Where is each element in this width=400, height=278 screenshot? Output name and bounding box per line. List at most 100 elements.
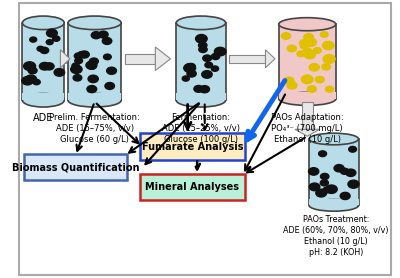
Circle shape: [37, 46, 44, 51]
Bar: [22, 93, 64, 100]
Circle shape: [322, 41, 334, 50]
Circle shape: [24, 62, 36, 71]
Circle shape: [52, 36, 60, 41]
Circle shape: [284, 77, 294, 84]
Circle shape: [28, 67, 37, 74]
Circle shape: [348, 180, 359, 188]
Circle shape: [346, 169, 356, 177]
FancyBboxPatch shape: [140, 133, 244, 160]
Circle shape: [187, 70, 196, 77]
Ellipse shape: [22, 93, 64, 107]
Circle shape: [80, 51, 89, 58]
Circle shape: [319, 151, 326, 157]
Circle shape: [205, 62, 212, 68]
Ellipse shape: [279, 92, 336, 105]
Ellipse shape: [68, 93, 121, 107]
Circle shape: [104, 54, 111, 60]
FancyBboxPatch shape: [19, 3, 391, 275]
Circle shape: [322, 64, 330, 70]
Circle shape: [309, 183, 320, 191]
Circle shape: [200, 86, 210, 93]
Circle shape: [313, 48, 321, 53]
Circle shape: [75, 58, 82, 64]
Polygon shape: [295, 129, 320, 136]
Circle shape: [315, 76, 324, 83]
Text: Fumarate Analysis: Fumarate Analysis: [142, 142, 243, 152]
Circle shape: [187, 63, 195, 70]
Circle shape: [182, 76, 189, 81]
Bar: [230, 55, 266, 63]
Circle shape: [198, 42, 207, 48]
Bar: [309, 199, 358, 205]
Circle shape: [214, 47, 226, 56]
Circle shape: [334, 165, 344, 172]
Circle shape: [73, 75, 82, 81]
Ellipse shape: [279, 18, 336, 31]
Circle shape: [40, 47, 49, 53]
Circle shape: [46, 39, 53, 45]
Bar: [176, 23, 226, 100]
Circle shape: [196, 34, 207, 43]
Circle shape: [30, 37, 37, 42]
Ellipse shape: [309, 200, 358, 211]
Text: Prelim. Fermentation:
ADE (15–75%, v/v)
Glucose (60 g/L): Prelim. Fermentation: ADE (15–75%, v/v) …: [49, 113, 140, 144]
Text: Biomass Quantification: Biomass Quantification: [12, 162, 139, 172]
Circle shape: [304, 51, 313, 57]
Circle shape: [316, 189, 326, 197]
Text: PAOs Adaptation:
PO₄³⁻ (700 mg/L)
Ethanol (10 g/L): PAOs Adaptation: PO₄³⁻ (700 mg/L) Ethano…: [271, 113, 344, 144]
Circle shape: [309, 64, 319, 71]
Circle shape: [211, 66, 218, 71]
Circle shape: [98, 31, 108, 38]
Circle shape: [203, 55, 212, 61]
Circle shape: [349, 147, 356, 152]
Circle shape: [22, 76, 33, 85]
Circle shape: [304, 34, 313, 41]
FancyBboxPatch shape: [140, 173, 244, 200]
Ellipse shape: [68, 16, 121, 29]
Circle shape: [90, 58, 98, 64]
Circle shape: [326, 86, 334, 92]
Bar: [279, 24, 336, 99]
Circle shape: [308, 168, 319, 175]
Circle shape: [303, 48, 312, 54]
Circle shape: [78, 51, 86, 58]
Circle shape: [305, 38, 316, 46]
Bar: [60, 55, 66, 63]
Polygon shape: [266, 50, 275, 68]
Text: Fermentation:
ADE (15–25%, v/v)
Glucose (100 g/L): Fermentation: ADE (15–25%, v/v) Glucose …: [162, 113, 240, 144]
Polygon shape: [155, 47, 170, 71]
Ellipse shape: [176, 93, 226, 107]
Circle shape: [300, 43, 308, 49]
Circle shape: [323, 187, 331, 193]
Ellipse shape: [309, 133, 358, 145]
Circle shape: [88, 75, 98, 83]
Bar: [176, 93, 226, 100]
Circle shape: [54, 69, 65, 76]
Bar: [125, 54, 155, 64]
Circle shape: [300, 40, 309, 46]
Circle shape: [44, 63, 54, 70]
Circle shape: [72, 63, 79, 68]
Circle shape: [323, 54, 335, 63]
Circle shape: [71, 65, 82, 73]
Circle shape: [91, 32, 101, 39]
Bar: [302, 102, 312, 129]
Circle shape: [184, 64, 196, 72]
Bar: [309, 139, 358, 205]
Circle shape: [340, 168, 349, 174]
Circle shape: [301, 75, 313, 84]
Circle shape: [40, 63, 50, 70]
Text: ADE: ADE: [33, 113, 54, 123]
Circle shape: [194, 85, 203, 92]
Circle shape: [46, 29, 57, 37]
Circle shape: [105, 83, 114, 90]
Polygon shape: [60, 50, 70, 68]
Circle shape: [107, 67, 116, 74]
Circle shape: [320, 32, 328, 37]
Circle shape: [211, 53, 220, 59]
FancyBboxPatch shape: [24, 154, 127, 180]
Circle shape: [185, 64, 194, 70]
Circle shape: [287, 82, 297, 89]
Circle shape: [326, 185, 337, 193]
Circle shape: [87, 86, 97, 93]
